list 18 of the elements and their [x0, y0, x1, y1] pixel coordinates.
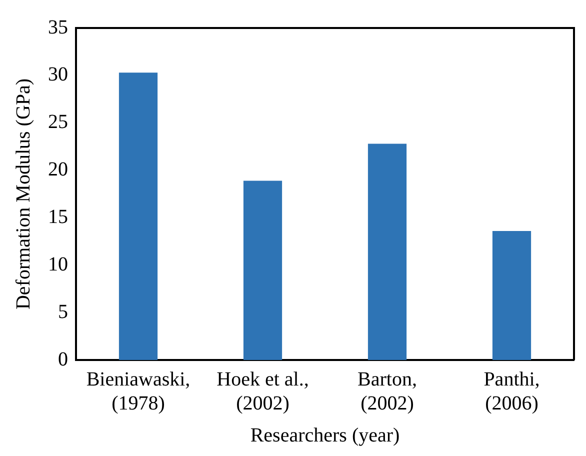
bar	[368, 144, 407, 360]
x-tick-label: Barton, (2002)	[358, 368, 417, 414]
y-tick-label: 0	[58, 348, 68, 370]
y-tick-label: 20	[48, 158, 68, 181]
y-tick-label: 30	[48, 64, 68, 86]
y-tick-label: 35	[48, 16, 68, 38]
x-tick-label: Bieniawaski, (1978)	[86, 368, 190, 414]
y-tick-label: 25	[48, 111, 68, 134]
x-tick-label: Panthi, (2006)	[484, 368, 540, 414]
bar	[243, 180, 282, 360]
x-tick-label: Hoek et al., (2002)	[216, 368, 309, 414]
y-axis-title: Deformation Modulus (GPa)	[12, 78, 34, 310]
bar	[118, 72, 158, 360]
y-tick-label: 15	[48, 206, 68, 228]
x-axis-title: Researchers (year)	[250, 424, 400, 446]
bar	[492, 230, 532, 360]
y-tick-label: 5	[58, 300, 68, 323]
y-tick-label: 10	[48, 253, 68, 276]
